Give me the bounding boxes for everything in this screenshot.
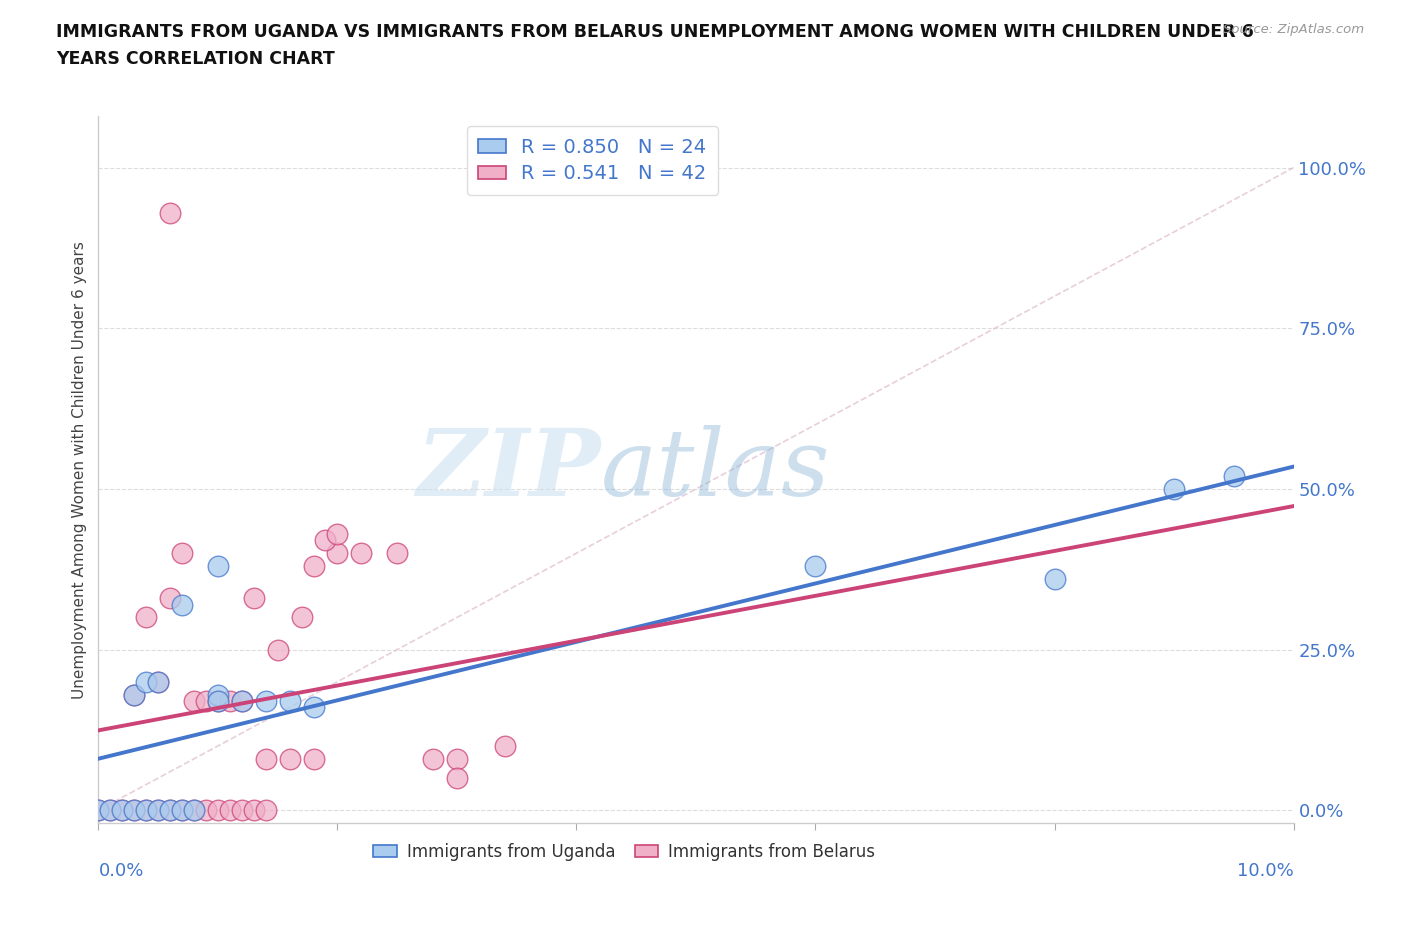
Text: 0.0%: 0.0%: [98, 862, 143, 880]
Point: [267, 642, 290, 657]
Point: [207, 559, 229, 574]
Point: [148, 803, 170, 817]
Point: [98, 803, 122, 817]
Point: [254, 751, 277, 766]
Point: [172, 803, 194, 817]
Point: [350, 546, 373, 561]
Point: [243, 591, 266, 605]
Point: [254, 694, 277, 709]
Point: [254, 803, 277, 817]
Point: [207, 694, 229, 709]
Point: [315, 533, 337, 548]
Point: [148, 674, 170, 689]
Text: Source: ZipAtlas.com: Source: ZipAtlas.com: [1223, 23, 1364, 36]
Point: [135, 803, 157, 817]
Point: [446, 771, 468, 786]
Point: [422, 751, 444, 766]
Point: [172, 803, 194, 817]
Point: [326, 526, 349, 541]
Point: [231, 694, 253, 709]
Point: [148, 674, 170, 689]
Point: [1043, 571, 1066, 586]
Point: [183, 803, 205, 817]
Point: [111, 803, 134, 817]
Point: [291, 610, 314, 625]
Point: [98, 803, 122, 817]
Point: [1163, 482, 1185, 497]
Point: [385, 546, 409, 561]
Point: [219, 803, 242, 817]
Point: [135, 610, 157, 625]
Point: [87, 803, 110, 817]
Point: [494, 738, 516, 753]
Point: [111, 803, 134, 817]
Point: [124, 687, 146, 702]
Point: [207, 803, 229, 817]
Legend: Immigrants from Uganda, Immigrants from Belarus: Immigrants from Uganda, Immigrants from …: [367, 836, 882, 868]
Point: [159, 206, 181, 220]
Point: [135, 674, 157, 689]
Point: [278, 751, 301, 766]
Point: [148, 803, 170, 817]
Point: [278, 694, 301, 709]
Point: [124, 803, 146, 817]
Point: [183, 694, 205, 709]
Point: [219, 694, 242, 709]
Point: [446, 751, 468, 766]
Text: ZIP: ZIP: [416, 425, 600, 514]
Point: [207, 694, 229, 709]
Point: [124, 687, 146, 702]
Point: [302, 700, 325, 715]
Text: IMMIGRANTS FROM UGANDA VS IMMIGRANTS FROM BELARUS UNEMPLOYMENT AMONG WOMEN WITH : IMMIGRANTS FROM UGANDA VS IMMIGRANTS FRO…: [56, 23, 1254, 68]
Point: [172, 546, 194, 561]
Point: [302, 751, 325, 766]
Point: [159, 591, 181, 605]
Point: [195, 803, 218, 817]
Point: [231, 694, 253, 709]
Point: [231, 803, 253, 817]
Point: [124, 803, 146, 817]
Point: [87, 803, 110, 817]
Point: [135, 803, 157, 817]
Point: [159, 803, 181, 817]
Point: [159, 803, 181, 817]
Point: [1223, 469, 1246, 484]
Point: [183, 803, 205, 817]
Point: [302, 559, 325, 574]
Y-axis label: Unemployment Among Women with Children Under 6 years: Unemployment Among Women with Children U…: [72, 241, 87, 698]
Point: [243, 803, 266, 817]
Point: [172, 597, 194, 612]
Text: 10.0%: 10.0%: [1237, 862, 1294, 880]
Text: atlas: atlas: [600, 425, 830, 514]
Point: [326, 546, 349, 561]
Point: [804, 559, 827, 574]
Point: [195, 694, 218, 709]
Point: [207, 687, 229, 702]
